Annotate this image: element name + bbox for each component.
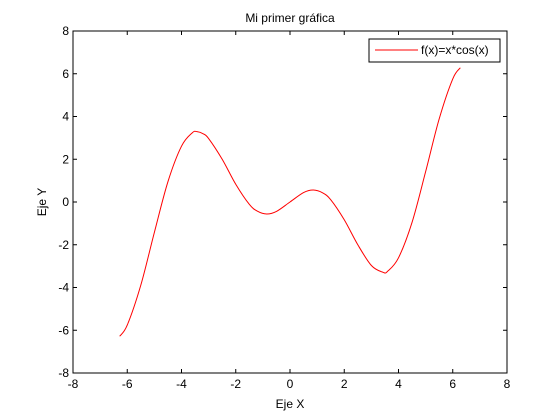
y-tick-label: 2: [62, 152, 69, 166]
y-tick-label: -2: [58, 238, 69, 252]
y-tick-label: 0: [62, 195, 69, 209]
y-tick-label: 8: [62, 24, 69, 38]
x-tick-label: -6: [122, 377, 133, 391]
x-tick-label: -4: [176, 377, 187, 391]
legend-box: [368, 38, 501, 63]
y-axis: -8 -6 -4 -2 0 2 4 6 8: [58, 24, 507, 380]
y-tick-label: -6: [58, 323, 69, 337]
series-line-fx: [119, 67, 461, 337]
y-axis-label: Eje Y: [35, 188, 49, 216]
y-tick-label: -4: [58, 281, 69, 295]
x-tick-label: -2: [230, 377, 241, 391]
legend-label: f(x)=x*cos(x): [421, 43, 489, 57]
x-axis: -8 -6 -4 -2 0 2 4 6 8: [68, 31, 511, 391]
x-tick-label: -8: [68, 377, 79, 391]
x-tick-label: 8: [504, 377, 511, 391]
x-axis-label: Eje X: [276, 397, 305, 411]
x-tick-label: 0: [287, 377, 294, 391]
x-tick-label: 4: [395, 377, 402, 391]
y-tick-label: 6: [62, 67, 69, 81]
y-tick-label: -8: [58, 366, 69, 380]
y-tick-label: 4: [62, 110, 69, 124]
legend: f(x)=x*cos(x): [368, 38, 501, 63]
chart-title: Mi primer gráfica: [245, 11, 335, 25]
x-tick-label: 6: [449, 377, 456, 391]
x-tick-label: 2: [341, 377, 348, 391]
